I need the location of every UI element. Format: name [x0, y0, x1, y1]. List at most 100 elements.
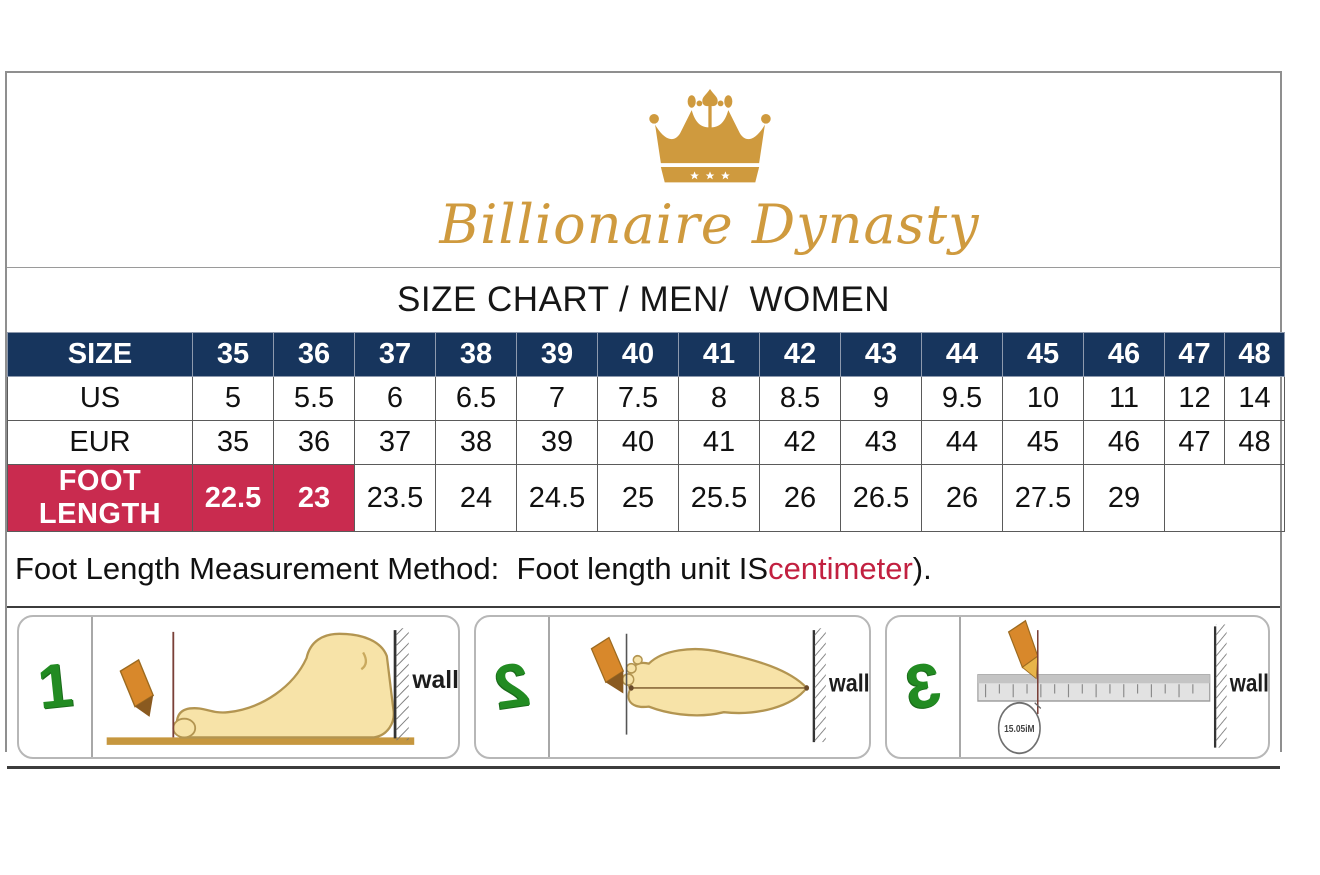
table-cell: 7.5 — [597, 376, 679, 421]
table-cell: 25.5 — [678, 464, 760, 532]
size-chart-card: Billionaire Dynasty SIZE CHART / MEN/ WO… — [5, 71, 1285, 769]
row-label: EUR — [7, 420, 193, 465]
wall-label: wall — [1229, 669, 1268, 697]
chart-title: SIZE CHART / MEN/ WOMEN — [397, 280, 890, 319]
bubble-pointer — [1034, 702, 1042, 710]
table-cell: 48 — [1224, 420, 1285, 465]
table-cell: 43 — [840, 420, 922, 465]
size-table: SIZE 35 36 37 38 39 40 41 42 43 44 45 46… — [7, 332, 1285, 532]
step-number-cell: 2 — [476, 617, 551, 757]
table-cell: 27.5 — [1002, 464, 1084, 532]
midline-dot — [628, 685, 634, 691]
table-cell: 9 — [840, 376, 922, 421]
table-cell: 5.5 — [273, 376, 355, 421]
header-cell: 40 — [597, 332, 679, 377]
measurement-steps: 1 wal — [7, 606, 1280, 769]
header-cell: 47 — [1164, 332, 1225, 377]
table-cell: 39 — [516, 420, 598, 465]
table-cell: 12 — [1164, 376, 1225, 421]
magnifier-reading: 15.05iM — [1004, 722, 1035, 734]
header-cell: 46 — [1083, 332, 1165, 377]
header-cell: 44 — [921, 332, 1003, 377]
pencil-icon — [119, 658, 155, 708]
note-suffix: ). — [912, 551, 932, 586]
table-cell: 5 — [192, 376, 274, 421]
table-cell: 42 — [759, 420, 841, 465]
table-cell-highlight: 22.5 — [192, 464, 274, 532]
table-cell: 46 — [1083, 420, 1165, 465]
header-cell: 43 — [840, 332, 922, 377]
table-cell: 45 — [1002, 420, 1084, 465]
step-number-cell: 1 — [19, 617, 93, 757]
table-cell: 11 — [1083, 376, 1165, 421]
table-cell-highlight: 23 — [273, 464, 355, 532]
header-cell: SIZE — [7, 332, 193, 377]
table-cell: 24 — [435, 464, 517, 532]
wall-hatch-icon — [1215, 624, 1227, 748]
wall-hatch-icon — [814, 628, 826, 743]
table-cell: 9.5 — [921, 376, 1003, 421]
foot-top-view-icon: wall — [550, 617, 869, 757]
toe — [172, 717, 197, 739]
pencil-tip — [134, 695, 154, 717]
chart-heading-row: SIZE CHART / MEN/ WOMEN — [7, 268, 1280, 332]
foot-shape — [175, 632, 395, 739]
table-cell: 40 — [597, 420, 679, 465]
step-panel-2: 2 — [474, 615, 871, 759]
table-cell: 36 — [273, 420, 355, 465]
row-label: FOOT LENGTH — [7, 464, 193, 532]
foot-shape — [627, 647, 809, 717]
table-cell: 26.5 — [840, 464, 922, 532]
step-number: 2 — [490, 649, 534, 724]
header-cell: 39 — [516, 332, 598, 377]
table-cell: 6 — [354, 376, 436, 421]
table-row-foot-length: FOOT LENGTH 22.5 23 23.5 24 24.5 25 25.5… — [7, 464, 1285, 532]
note-prefix: Foot Length Measurement Method: Foot len… — [15, 551, 769, 586]
toe — [632, 654, 643, 665]
table-cell-empty — [1164, 464, 1285, 532]
header-cell: 41 — [678, 332, 760, 377]
table-cell: 38 — [435, 420, 517, 465]
table-cell: 10 — [1002, 376, 1084, 421]
table-cell: 29 — [1083, 464, 1165, 532]
header-cell: 35 — [192, 332, 274, 377]
table-cell: 7 — [516, 376, 598, 421]
table-row-us: US 5 5.5 6 6.5 7 7.5 8 8.5 9 9.5 10 11 1… — [7, 376, 1285, 421]
crown-stars — [689, 171, 730, 180]
header-cell: 45 — [1002, 332, 1084, 377]
table-cell: 8 — [678, 376, 760, 421]
table-header-row: SIZE 35 36 37 38 39 40 41 42 43 44 45 46… — [7, 332, 1285, 377]
table-cell: 8.5 — [759, 376, 841, 421]
header-cell: 42 — [759, 332, 841, 377]
toe — [621, 673, 635, 686]
table-cell: 23.5 — [354, 464, 436, 532]
table-cell: 26 — [921, 464, 1003, 532]
table-row-eur: EUR 35 36 37 38 39 40 41 42 43 44 45 46 … — [7, 420, 1285, 465]
table-cell: 47 — [1164, 420, 1225, 465]
toe — [625, 662, 637, 674]
crown-icon — [648, 88, 771, 183]
step-number-cell: 3 — [887, 617, 961, 757]
header-cell: 37 — [354, 332, 436, 377]
measurement-note: Foot Length Measurement Method: Foot len… — [7, 532, 1280, 606]
brand-logo: Billionaire Dynasty — [439, 88, 979, 252]
table-cell: 37 — [354, 420, 436, 465]
step-panel-3: 3 — [884, 615, 1270, 759]
pencil-tip — [605, 671, 624, 694]
header-cell: 38 — [435, 332, 517, 377]
brand-name: Billionaire Dynasty — [439, 193, 980, 256]
table-cell: 25 — [597, 464, 679, 532]
step-number: 3 — [900, 649, 945, 724]
brand-logo-section: Billionaire Dynasty — [7, 73, 1280, 268]
table-cell: 35 — [192, 420, 274, 465]
table-cell: 14 — [1224, 376, 1285, 421]
note-unit-highlight: centimeter — [768, 551, 913, 586]
table-cell: 44 — [921, 420, 1003, 465]
table-cell: 41 — [678, 420, 760, 465]
table-cell: 26 — [759, 464, 841, 532]
ruler-measure-icon: 15.05iM wall — [961, 617, 1268, 757]
header-cell: 36 — [273, 332, 355, 377]
ruler-edge — [977, 674, 1210, 684]
table-cell: 6.5 — [435, 376, 517, 421]
note-text: Foot Length Measurement Method: Foot len… — [15, 551, 932, 587]
